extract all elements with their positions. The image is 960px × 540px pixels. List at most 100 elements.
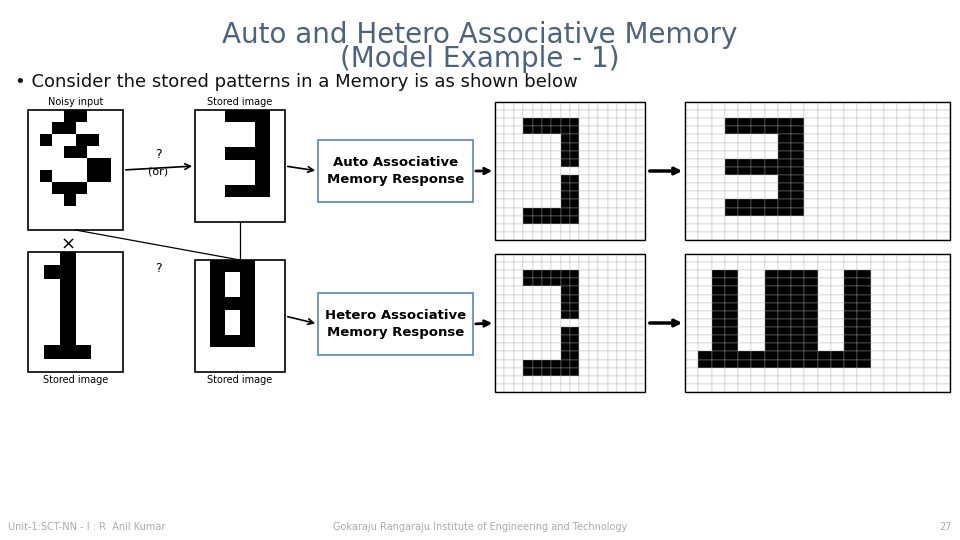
Bar: [561, 199, 570, 207]
Bar: [570, 311, 580, 319]
Bar: [495, 215, 504, 224]
Bar: [818, 207, 830, 215]
Bar: [533, 118, 541, 126]
Bar: [598, 215, 608, 224]
Bar: [910, 376, 924, 384]
Bar: [937, 143, 950, 151]
Bar: [778, 224, 791, 232]
Bar: [210, 110, 225, 123]
Bar: [804, 110, 818, 118]
Bar: [844, 215, 857, 224]
Bar: [551, 167, 561, 175]
Bar: [738, 143, 752, 151]
Bar: [884, 215, 897, 224]
Bar: [698, 232, 711, 240]
Bar: [210, 273, 225, 285]
Bar: [111, 146, 123, 158]
Bar: [76, 218, 87, 230]
Bar: [871, 254, 884, 262]
Bar: [804, 327, 818, 335]
Bar: [752, 232, 764, 240]
Bar: [818, 151, 830, 159]
Bar: [738, 199, 752, 207]
Bar: [924, 319, 937, 327]
Bar: [830, 303, 844, 311]
Bar: [514, 175, 523, 183]
Bar: [804, 215, 818, 224]
Bar: [495, 311, 504, 319]
Bar: [924, 352, 937, 360]
Bar: [752, 159, 764, 167]
Bar: [636, 118, 645, 126]
Bar: [561, 191, 570, 199]
Bar: [608, 343, 617, 352]
Bar: [910, 327, 924, 335]
Bar: [580, 134, 588, 143]
Bar: [63, 170, 76, 182]
Bar: [698, 175, 711, 183]
Bar: [626, 175, 636, 183]
Bar: [871, 368, 884, 376]
Bar: [738, 319, 752, 327]
Bar: [60, 305, 76, 319]
Bar: [533, 295, 541, 303]
Bar: [857, 126, 871, 134]
Bar: [924, 232, 937, 240]
Bar: [523, 254, 533, 262]
Bar: [570, 151, 580, 159]
Bar: [523, 191, 533, 199]
Bar: [551, 295, 561, 303]
Bar: [752, 126, 764, 134]
Bar: [561, 368, 570, 376]
Bar: [40, 194, 52, 206]
Bar: [40, 206, 52, 218]
Bar: [897, 384, 910, 392]
Bar: [608, 270, 617, 278]
Text: Gokaraju Rangaraju Institute of Engineering and Technology: Gokaraju Rangaraju Institute of Engineer…: [333, 522, 627, 532]
Bar: [738, 175, 752, 183]
Bar: [561, 352, 570, 360]
Bar: [844, 224, 857, 232]
Bar: [711, 215, 725, 224]
Bar: [857, 303, 871, 311]
Bar: [541, 159, 551, 167]
Bar: [28, 170, 40, 182]
Bar: [738, 110, 752, 118]
Bar: [225, 310, 240, 322]
Bar: [830, 262, 844, 270]
Bar: [725, 199, 738, 207]
Bar: [871, 167, 884, 175]
Bar: [210, 197, 225, 210]
Bar: [844, 126, 857, 134]
Bar: [924, 143, 937, 151]
Bar: [818, 384, 830, 392]
Bar: [685, 118, 698, 126]
Bar: [626, 295, 636, 303]
Bar: [598, 118, 608, 126]
Bar: [514, 254, 523, 262]
Bar: [523, 126, 533, 134]
Bar: [108, 279, 123, 292]
Bar: [910, 384, 924, 392]
Bar: [698, 287, 711, 295]
Bar: [924, 110, 937, 118]
Bar: [240, 335, 255, 347]
Bar: [897, 191, 910, 199]
Bar: [598, 327, 608, 335]
Bar: [924, 287, 937, 295]
Bar: [270, 285, 285, 298]
Bar: [195, 135, 210, 147]
Bar: [636, 352, 645, 360]
Bar: [514, 295, 523, 303]
Bar: [818, 360, 830, 368]
Bar: [884, 270, 897, 278]
Bar: [685, 278, 698, 287]
Bar: [580, 360, 588, 368]
Bar: [608, 191, 617, 199]
Bar: [711, 167, 725, 175]
Bar: [225, 347, 240, 360]
Bar: [99, 110, 111, 122]
Bar: [636, 167, 645, 175]
Bar: [924, 118, 937, 126]
Bar: [608, 110, 617, 118]
